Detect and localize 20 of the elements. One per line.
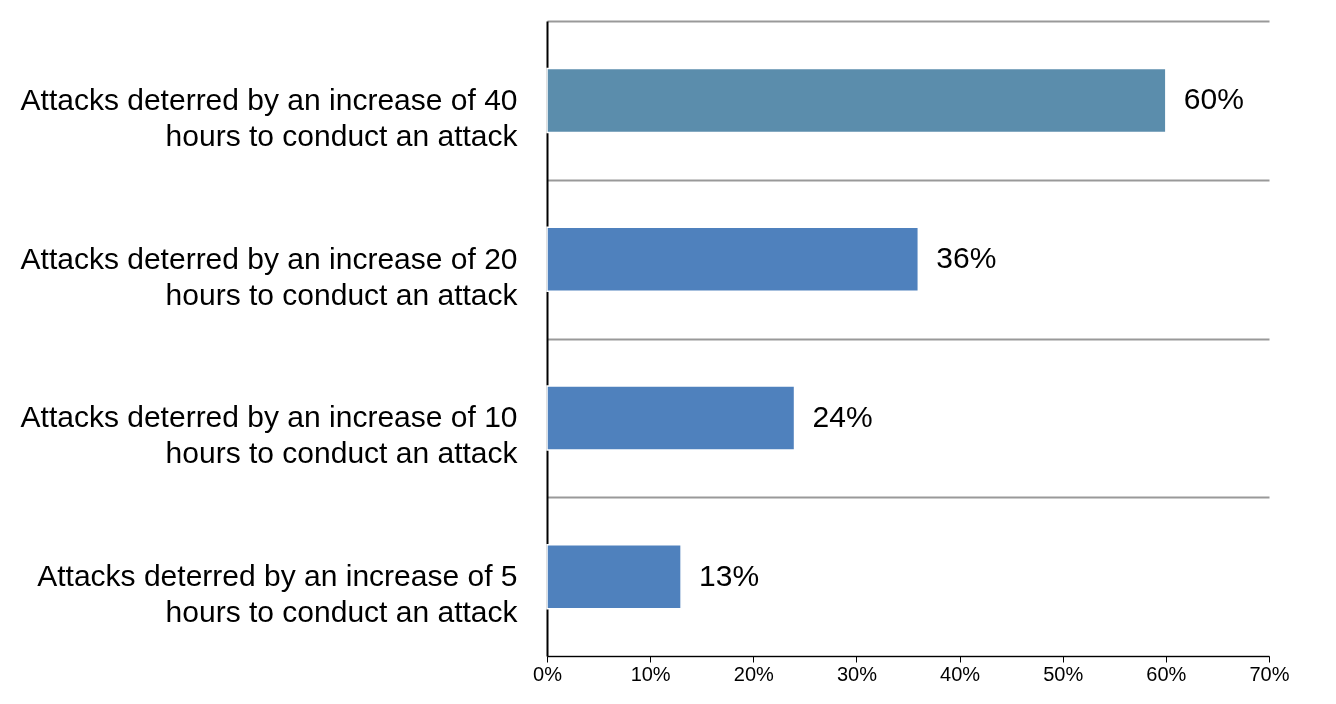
data-label: 24% bbox=[812, 399, 873, 433]
x-tick-label: 0% bbox=[533, 662, 563, 685]
y-tick-label: Attacks deterred by an increase of 5 hours to conduct an attack bbox=[37, 559, 519, 629]
bar bbox=[546, 543, 682, 610]
x-tick-label: 60% bbox=[1146, 662, 1187, 685]
x-tick-label: 50% bbox=[1043, 662, 1084, 685]
bar bbox=[546, 226, 920, 292]
x-tick-label: 30% bbox=[836, 662, 878, 685]
x-tick-label: 40% bbox=[940, 662, 981, 685]
data-label: 60% bbox=[1183, 82, 1244, 116]
y-tick-label: Attacks deterred by an increase of 40 hours to conduct an attack bbox=[20, 82, 519, 152]
y-tick-label: Attacks deterred by an increase of 20 hours to conduct an attack bbox=[20, 241, 519, 311]
bar bbox=[546, 385, 796, 451]
data-label: 13% bbox=[699, 558, 760, 592]
bar bbox=[546, 67, 1167, 134]
data-label: 36% bbox=[936, 241, 997, 275]
x-tick-label: 20% bbox=[733, 662, 775, 685]
x-tick-label: 10% bbox=[630, 662, 671, 685]
x-tick-label: 70% bbox=[1249, 662, 1290, 685]
y-tick-label: Attacks deterred by an increase of 10 hours to conduct an attack bbox=[20, 400, 519, 470]
